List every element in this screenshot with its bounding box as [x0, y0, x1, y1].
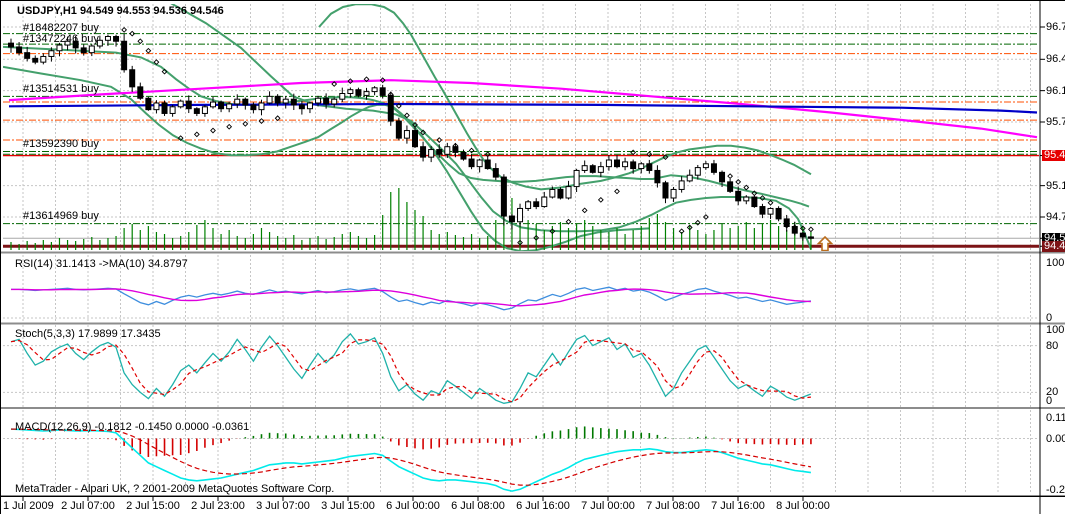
time-tick-label: 7 Jul 08:00 [646, 500, 700, 512]
stoch-tick-label: 20 [1046, 386, 1059, 399]
stoch-tick-label: 80 [1046, 339, 1059, 352]
time-tick-label: 6 Jul 00:00 [386, 500, 440, 512]
chart-symbol-ohlc: USDJPY,H1 94.549 94.553 94.536 94.546 [17, 5, 224, 17]
time-tick-label: 6 Jul 16:00 [516, 500, 570, 512]
time-axis[interactable]: 1 Jul 2009 2 Jul 07:00 2 Jul 15:00 2 Jul 23… [1, 497, 1041, 514]
macd-panel-label: MACD(12,26,9) -0.1812 -0.1450 0.0000 -0.… [15, 421, 250, 433]
price-axis[interactable]: 96.770 96.430 96.100 95.770 95.100 94.770 [1041, 1, 1065, 514]
macd-axis[interactable]: 0.1117 0.00 -0.276 [1041, 1, 1065, 514]
stoch-tick-label: 0 [1046, 395, 1053, 407]
macd-tick-label: 0.00 [1046, 432, 1065, 445]
time-tick-label: 8 Jul 00:00 [776, 500, 830, 512]
price-tick-label: 94.770 [1046, 211, 1065, 223]
copyright-text: MetaTrader - Alpari UK, ? 2001-2009 Meta… [15, 483, 335, 495]
order-label-4: #13592390 buy [23, 138, 99, 150]
time-tick-label: 7 Jul 00:00 [581, 500, 635, 512]
stoch-panel-label: Stoch(5,3,3) 17.9899 17.3435 [15, 328, 161, 340]
time-tick-label: 3 Jul 07:00 [256, 500, 310, 512]
stoch-tick-label: 100 [1046, 324, 1065, 336]
order-label-1: #18482207 buy [23, 22, 99, 34]
time-tick-label: 2 Jul 07:00 [61, 500, 115, 512]
time-tick-label: 7 Jul 16:00 [711, 500, 765, 512]
time-tick-label: 2 Jul 15:00 [126, 500, 180, 512]
price-tick-label: 95.100 [1046, 179, 1065, 192]
price-tick-label: 96.770 [1046, 21, 1065, 33]
rsi-tick-label: 100 [1046, 257, 1065, 269]
macd-tick-label: 0.1117 [1046, 411, 1065, 424]
time-tick-label: 3 Jul 15:00 [321, 500, 375, 512]
price-badge-maroon: 94.462 [1042, 240, 1065, 252]
stoch-axis[interactable]: 100 80 20 0 [1041, 1, 1065, 514]
price-tick-label: 96.430 [1046, 53, 1065, 66]
price-tick-label: 96.100 [1046, 84, 1065, 97]
rsi-axis[interactable]: 100 0 [1041, 1, 1065, 514]
rsi-panel-label: RSI(14) 31.1413 ->MA(10) 34.8797 [15, 258, 188, 270]
order-label-5: #13614969 buy [23, 210, 99, 222]
time-tick-label: 1 Jul 2009 [3, 500, 54, 512]
time-tick-label: 2 Jul 23:00 [191, 500, 245, 512]
order-label-3: #13514531 buy [23, 83, 99, 95]
order-label-2: #13472246 buy [23, 33, 99, 45]
price-badge-bid: 94.546 [1042, 232, 1065, 244]
price-badge-red: 95.417 [1042, 150, 1065, 162]
macd-tick-label: -0.276 [1046, 484, 1065, 497]
time-tick-label: 6 Jul 08:00 [451, 500, 505, 512]
price-tick-label: 95.770 [1046, 116, 1065, 128]
rsi-tick-label: 0 [1046, 312, 1053, 324]
